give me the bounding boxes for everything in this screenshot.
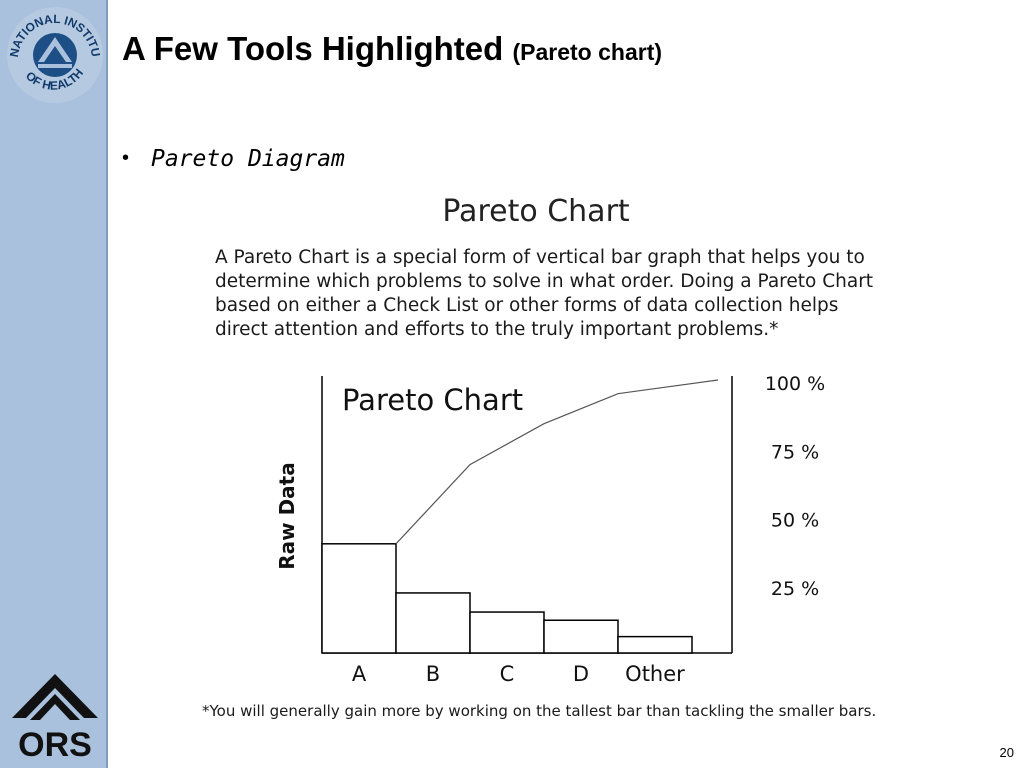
- footnote: *You will generally gain more by working…: [202, 702, 877, 720]
- bullet-item: • Pareto Diagram: [122, 144, 345, 173]
- chart-right-tick-label: 75 %: [771, 441, 819, 463]
- ors-logo: ORS: [12, 674, 98, 762]
- chart-x-tick-label: A: [352, 662, 367, 686]
- bullet-label: Pareto Diagram: [151, 146, 345, 172]
- chart-x-tick-label: B: [426, 662, 440, 686]
- slide-title-suffix: (Pareto chart): [512, 39, 663, 65]
- slide-title-main: A Few Tools Highlighted: [122, 30, 504, 67]
- nih-logo: NATIONAL INSTITUTES OF HEALTH: [0, 0, 103, 103]
- chart-bar-a: [321, 543, 397, 654]
- bullet-dot-icon: •: [122, 147, 130, 169]
- nih-emblem-icon: [33, 33, 77, 77]
- chart-x-tick-label: C: [500, 662, 515, 686]
- chart-x-tick-label: Other: [625, 662, 685, 686]
- page-number: 20: [999, 745, 1014, 760]
- chart-right-tick-label: 100 %: [765, 373, 825, 395]
- chart-bar-other: [617, 635, 693, 654]
- chart-inner-title: Pareto Chart: [342, 383, 523, 417]
- chart-right-tick-label: 25 %: [771, 578, 819, 600]
- chart-bar-b: [395, 592, 471, 654]
- chart-cumulative-line: [395, 379, 719, 545]
- ors-logo-text: ORS: [18, 726, 92, 762]
- pareto-description: A Pareto Chart is a special form of vert…: [215, 247, 874, 340]
- chart-bar-c: [469, 611, 545, 654]
- chart-x-tick-label: D: [573, 662, 589, 686]
- slide-title: A Few Tools Highlighted (Pareto chart): [122, 30, 662, 68]
- chart-y-axis-label: Raw Data: [275, 462, 299, 570]
- pareto-chart: Pareto Chart Raw Data A B C D Other 100 % 75 …: [275, 373, 825, 686]
- sidebar: NATIONAL INSTITUTES OF HEALTH ORS: [0, 0, 108, 768]
- chart-bar-d: [543, 619, 619, 654]
- panel-title: Pareto Chart: [442, 194, 630, 229]
- chart-right-tick-label: 50 %: [771, 510, 819, 532]
